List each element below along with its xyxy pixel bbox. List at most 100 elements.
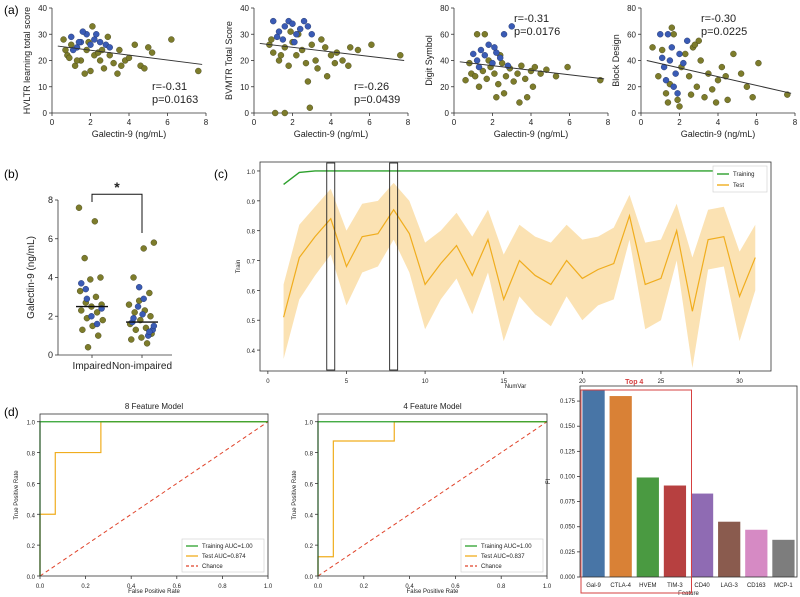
panel-label-c: (c) (214, 167, 228, 181)
c-ytick-label: 1.0 (247, 170, 256, 176)
a4-point-olive (737, 70, 745, 77)
d3-bar-cd40 (690, 493, 714, 577)
a4-xtick-label: 4 (716, 118, 721, 127)
a2-point-olive (281, 109, 288, 117)
a3-point-blue (475, 63, 483, 71)
a3-point-olive (543, 66, 550, 73)
a2-point-olive (368, 41, 375, 48)
a1-point-blue (93, 31, 100, 38)
a4-point-olive (697, 57, 704, 64)
c-ytick-label: 0.5 (247, 319, 256, 325)
a2-point-olive (308, 41, 315, 48)
c-ytick-label: 0.7 (247, 260, 256, 266)
a1-point-olive (81, 70, 88, 77)
d1-legend-chance-label: Chance (202, 564, 223, 570)
a3-ytick-label: 0 (445, 109, 450, 118)
a4-point-olive (701, 94, 708, 101)
a3-point-olive (552, 73, 560, 80)
a1-point-blue (68, 33, 75, 41)
a2-ytick-label: 40 (240, 4, 249, 13)
b-point-olive (91, 218, 99, 225)
a1-point-olive (141, 65, 148, 72)
a2-point-olive (327, 52, 335, 59)
a1-point-olive (116, 46, 123, 54)
a3-point-olive (514, 70, 521, 77)
a1-point-olive (110, 59, 117, 67)
a3-ytick-label: 40 (440, 57, 449, 66)
a3-p-value: p=0.0176 (514, 26, 560, 38)
panel-label-b: (b) (4, 167, 19, 181)
d1-ytick-label: 1.0 (27, 421, 36, 427)
a3-xtick-label: 4 (529, 118, 534, 127)
a1-y-axis-label: HVLTR learning total score (22, 7, 32, 114)
a4-point-olive (691, 41, 699, 48)
a4-p-value: p=0.0225 (701, 26, 747, 38)
d2-legend-chance-label: Chance (481, 564, 502, 570)
b-category-label: Impaired (73, 361, 112, 372)
d1-xtick-label: 0.0 (36, 584, 45, 590)
a4-point-olive (670, 31, 677, 38)
d3-bar-hvem (636, 477, 659, 577)
a2-ytick-label: 30 (240, 30, 249, 39)
d2-frame (317, 413, 548, 577)
a3-point-olive (481, 31, 488, 38)
a4-point-blue (672, 70, 679, 77)
d1-title: 8 Feature Model (125, 402, 183, 411)
b-ytick-label: 0 (48, 350, 53, 360)
a3-y-axis-label: Digit Symbol (424, 35, 434, 86)
a4-xtick-label: 8 (793, 118, 798, 127)
c-highlight-box (326, 162, 336, 371)
b-point-olive (93, 309, 101, 316)
b-y-axis-label: Galectin-9 (ng/mL) (26, 236, 37, 319)
b-point-olive (125, 301, 133, 308)
d1-legend-test-label: Test AUC=0.874 (202, 554, 246, 560)
a2-point-blue (281, 23, 288, 30)
a4-point-olive (658, 46, 666, 54)
a4-point-olive (664, 99, 672, 106)
d1-ytick-label: 0.8 (27, 452, 36, 458)
d3-bar-ctla-4 (609, 396, 632, 577)
c-ytick-label: 0.4 (247, 349, 256, 355)
c-xtick-label: 25 (658, 379, 665, 385)
d1-x-axis-label: False Positive Rate (128, 589, 180, 595)
a4-point-blue (664, 31, 672, 38)
b-point-blue (134, 303, 142, 310)
a4-point-olive (718, 63, 726, 71)
c-x-axis-label: NumVar (505, 384, 527, 390)
d1-chance-line (39, 421, 269, 577)
a3-ytick-label: 80 (440, 4, 449, 13)
b-point-olive (138, 334, 145, 341)
a3-point-olive (479, 67, 487, 75)
b-point-blue (82, 285, 89, 293)
a2-point-olive (345, 62, 352, 69)
d2-ytick-label: 0.8 (305, 452, 314, 458)
d1-ytick-label: 0.6 (27, 482, 36, 488)
c-xtick-label: 0 (266, 379, 270, 385)
a4-point-olive (755, 59, 762, 67)
a1-point-olive (89, 23, 96, 30)
a3-point-olive (516, 99, 523, 106)
a3-point-olive (483, 75, 490, 83)
a1-point-olive (195, 67, 202, 75)
a3-point-olive (462, 76, 469, 84)
b-point-olive (147, 313, 154, 320)
b-point-blue (139, 311, 146, 318)
a2-xtick-label: 2 (290, 118, 295, 127)
a4-point-olive (709, 86, 716, 93)
a3-r-value: r=-0.31 (514, 13, 549, 25)
a4-point-blue (676, 50, 683, 58)
b-point-olive (79, 326, 86, 334)
a4-point-olive (712, 99, 720, 106)
d2-ytick-label: 1.0 (305, 421, 314, 427)
a3-point-olive (475, 83, 483, 90)
a1-point-olive (168, 36, 175, 43)
bar-chart-d3: Gal-9 CTLA-4 HVEM TIM-3 CD40 LAG-3 CD163 MCP-1 0… (546, 379, 798, 597)
d3-category-label: CTLA-4 (610, 583, 631, 589)
a2-point-blue (300, 17, 308, 25)
a1-point-olive (96, 57, 104, 64)
a3-xtick-label: 6 (567, 118, 572, 127)
b-point-olive (146, 289, 153, 297)
a1-point-olive (87, 67, 94, 75)
a1-ytick-label: 40 (38, 4, 47, 13)
b-point-olive (143, 340, 151, 347)
